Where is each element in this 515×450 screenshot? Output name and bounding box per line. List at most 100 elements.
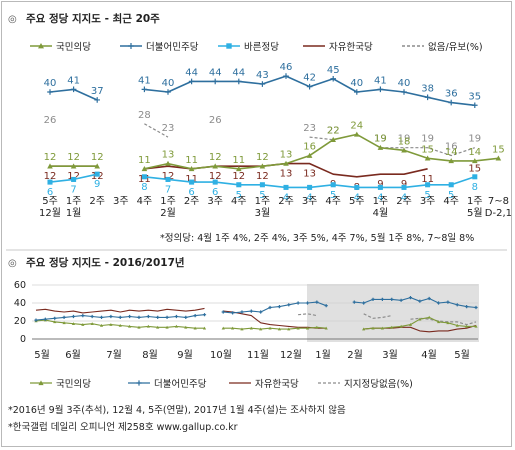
x-tick-label: 5월 <box>467 207 483 219</box>
panel1-bullet: ◎ <box>8 14 17 25</box>
none-data-label: 19 <box>398 134 411 145</box>
ppp2-point <box>184 325 188 329</box>
dp-point <box>165 89 171 95</box>
dp2-point <box>390 297 394 301</box>
dp-data-label: 40 <box>350 78 363 89</box>
ppp2-point <box>81 323 85 326</box>
ppp-point <box>495 155 502 161</box>
ppp2-point <box>221 326 225 330</box>
legend2-marker-0 <box>38 380 44 386</box>
dp-point <box>424 94 431 101</box>
legend2-label-1: 더불어민주당 <box>154 379 207 390</box>
x-tick-label: 1주 <box>467 196 483 207</box>
bareun-data-label: 6 <box>188 187 194 198</box>
x-tick-label: 12월 <box>39 207 61 219</box>
dp-point <box>94 97 100 103</box>
ppp2-point <box>362 327 366 331</box>
lkp-data-label: 9 <box>377 179 383 190</box>
bareun-data-label: 6 <box>47 187 53 198</box>
ppp-point <box>259 163 266 169</box>
bareun-point <box>94 171 100 177</box>
ppp-data-label: 12 <box>209 152 222 163</box>
dp2-point <box>277 305 282 309</box>
x-tick-label: 5주 <box>42 196 58 207</box>
none-line <box>144 123 475 157</box>
dp-point <box>330 75 336 82</box>
bareun-point <box>307 184 313 190</box>
ppp2-point <box>118 323 122 327</box>
dp2-point <box>371 297 375 301</box>
ppp2-point <box>165 325 169 329</box>
ppp-data-label: 16 <box>303 142 316 153</box>
month-tick-label: 1월 <box>315 349 331 361</box>
dp2-point <box>128 314 132 319</box>
bareun-point <box>401 184 407 190</box>
x-tick-label: 2주 <box>184 196 200 207</box>
y-tick-label: 0 <box>20 334 26 345</box>
ppp2-point <box>128 324 132 328</box>
ppp2-point <box>137 325 141 329</box>
bareun-point <box>283 184 289 190</box>
none-data-label: 19 <box>374 134 387 145</box>
ppp-data-label: 12 <box>256 152 269 163</box>
bareun-data-label: 4 <box>377 192 383 203</box>
dp2-point <box>287 303 291 307</box>
legend-marker-2 <box>226 43 232 49</box>
none-data-label: 23 <box>162 123 175 134</box>
dp2-point <box>137 315 141 319</box>
ppp-point <box>236 166 242 172</box>
bareun-data-label: 5 <box>330 190 336 201</box>
month-tick-label: 11월 <box>247 349 269 361</box>
y-tick-label: 20 <box>14 316 26 327</box>
dp2-point <box>174 314 179 319</box>
ppp-point <box>47 163 53 169</box>
ppp2-point <box>436 320 441 324</box>
x-tick-label: 1월 <box>66 207 82 219</box>
legend-marker-1 <box>128 43 134 49</box>
footnote-1: *2016년 9월 3주(추석), 12월 4, 5주(연말), 2017년 1… <box>8 404 346 416</box>
panel2-title: 주요 정당 지지도 - 2016/2017년 <box>26 256 185 269</box>
ppp2-point <box>324 326 328 330</box>
month-tick-label: 5월 <box>34 349 50 361</box>
ppp-point <box>330 136 336 142</box>
bareun-point <box>71 176 77 182</box>
lkp-data-label: 15 <box>468 163 481 174</box>
panel1-legend: 국민의당 더불어민주당 바른정당 자유한국당 없음/유보(%) <box>30 41 483 53</box>
none-data-label: 23 <box>303 123 316 134</box>
lkp-data-label: 12 <box>162 171 175 182</box>
legend2-label-2: 자유한국당 <box>255 379 299 390</box>
dp-data-label: 41 <box>67 75 80 86</box>
lkp-data-label: 13 <box>303 169 316 180</box>
bareun-point <box>259 182 265 188</box>
bareun-point <box>189 179 195 185</box>
dp-point <box>354 89 360 95</box>
dp-point <box>212 78 218 85</box>
x-tick-label: 4주 <box>325 196 341 207</box>
ppp2-point <box>277 327 282 331</box>
dp2-point <box>240 310 244 314</box>
legend-marker-0 <box>38 43 44 49</box>
dp2-point <box>165 315 169 319</box>
bareun-data-label: 5 <box>236 190 242 201</box>
dp-data-label: 40 <box>398 78 411 89</box>
legend-label-0: 국민의당 <box>56 42 91 53</box>
legend-label-3: 자유한국당 <box>329 42 373 53</box>
lkp-data-label: 11 <box>138 174 151 185</box>
dp2-point <box>62 315 66 319</box>
dp2-point <box>249 309 253 313</box>
dp2-point <box>99 315 104 319</box>
x-tick-label: 1주 <box>66 196 82 207</box>
bareun-data-label: 8 <box>472 182 478 193</box>
legend-label-1: 더불어민주당 <box>146 42 199 53</box>
ppp2-point <box>53 320 57 324</box>
dp2-point <box>230 311 235 315</box>
dp2-point <box>408 296 413 300</box>
dp-point <box>259 81 266 87</box>
dp-point <box>47 89 53 95</box>
bareun-point <box>330 182 336 188</box>
dp2-point <box>184 315 188 319</box>
ppp-data-label: 15 <box>492 144 505 155</box>
